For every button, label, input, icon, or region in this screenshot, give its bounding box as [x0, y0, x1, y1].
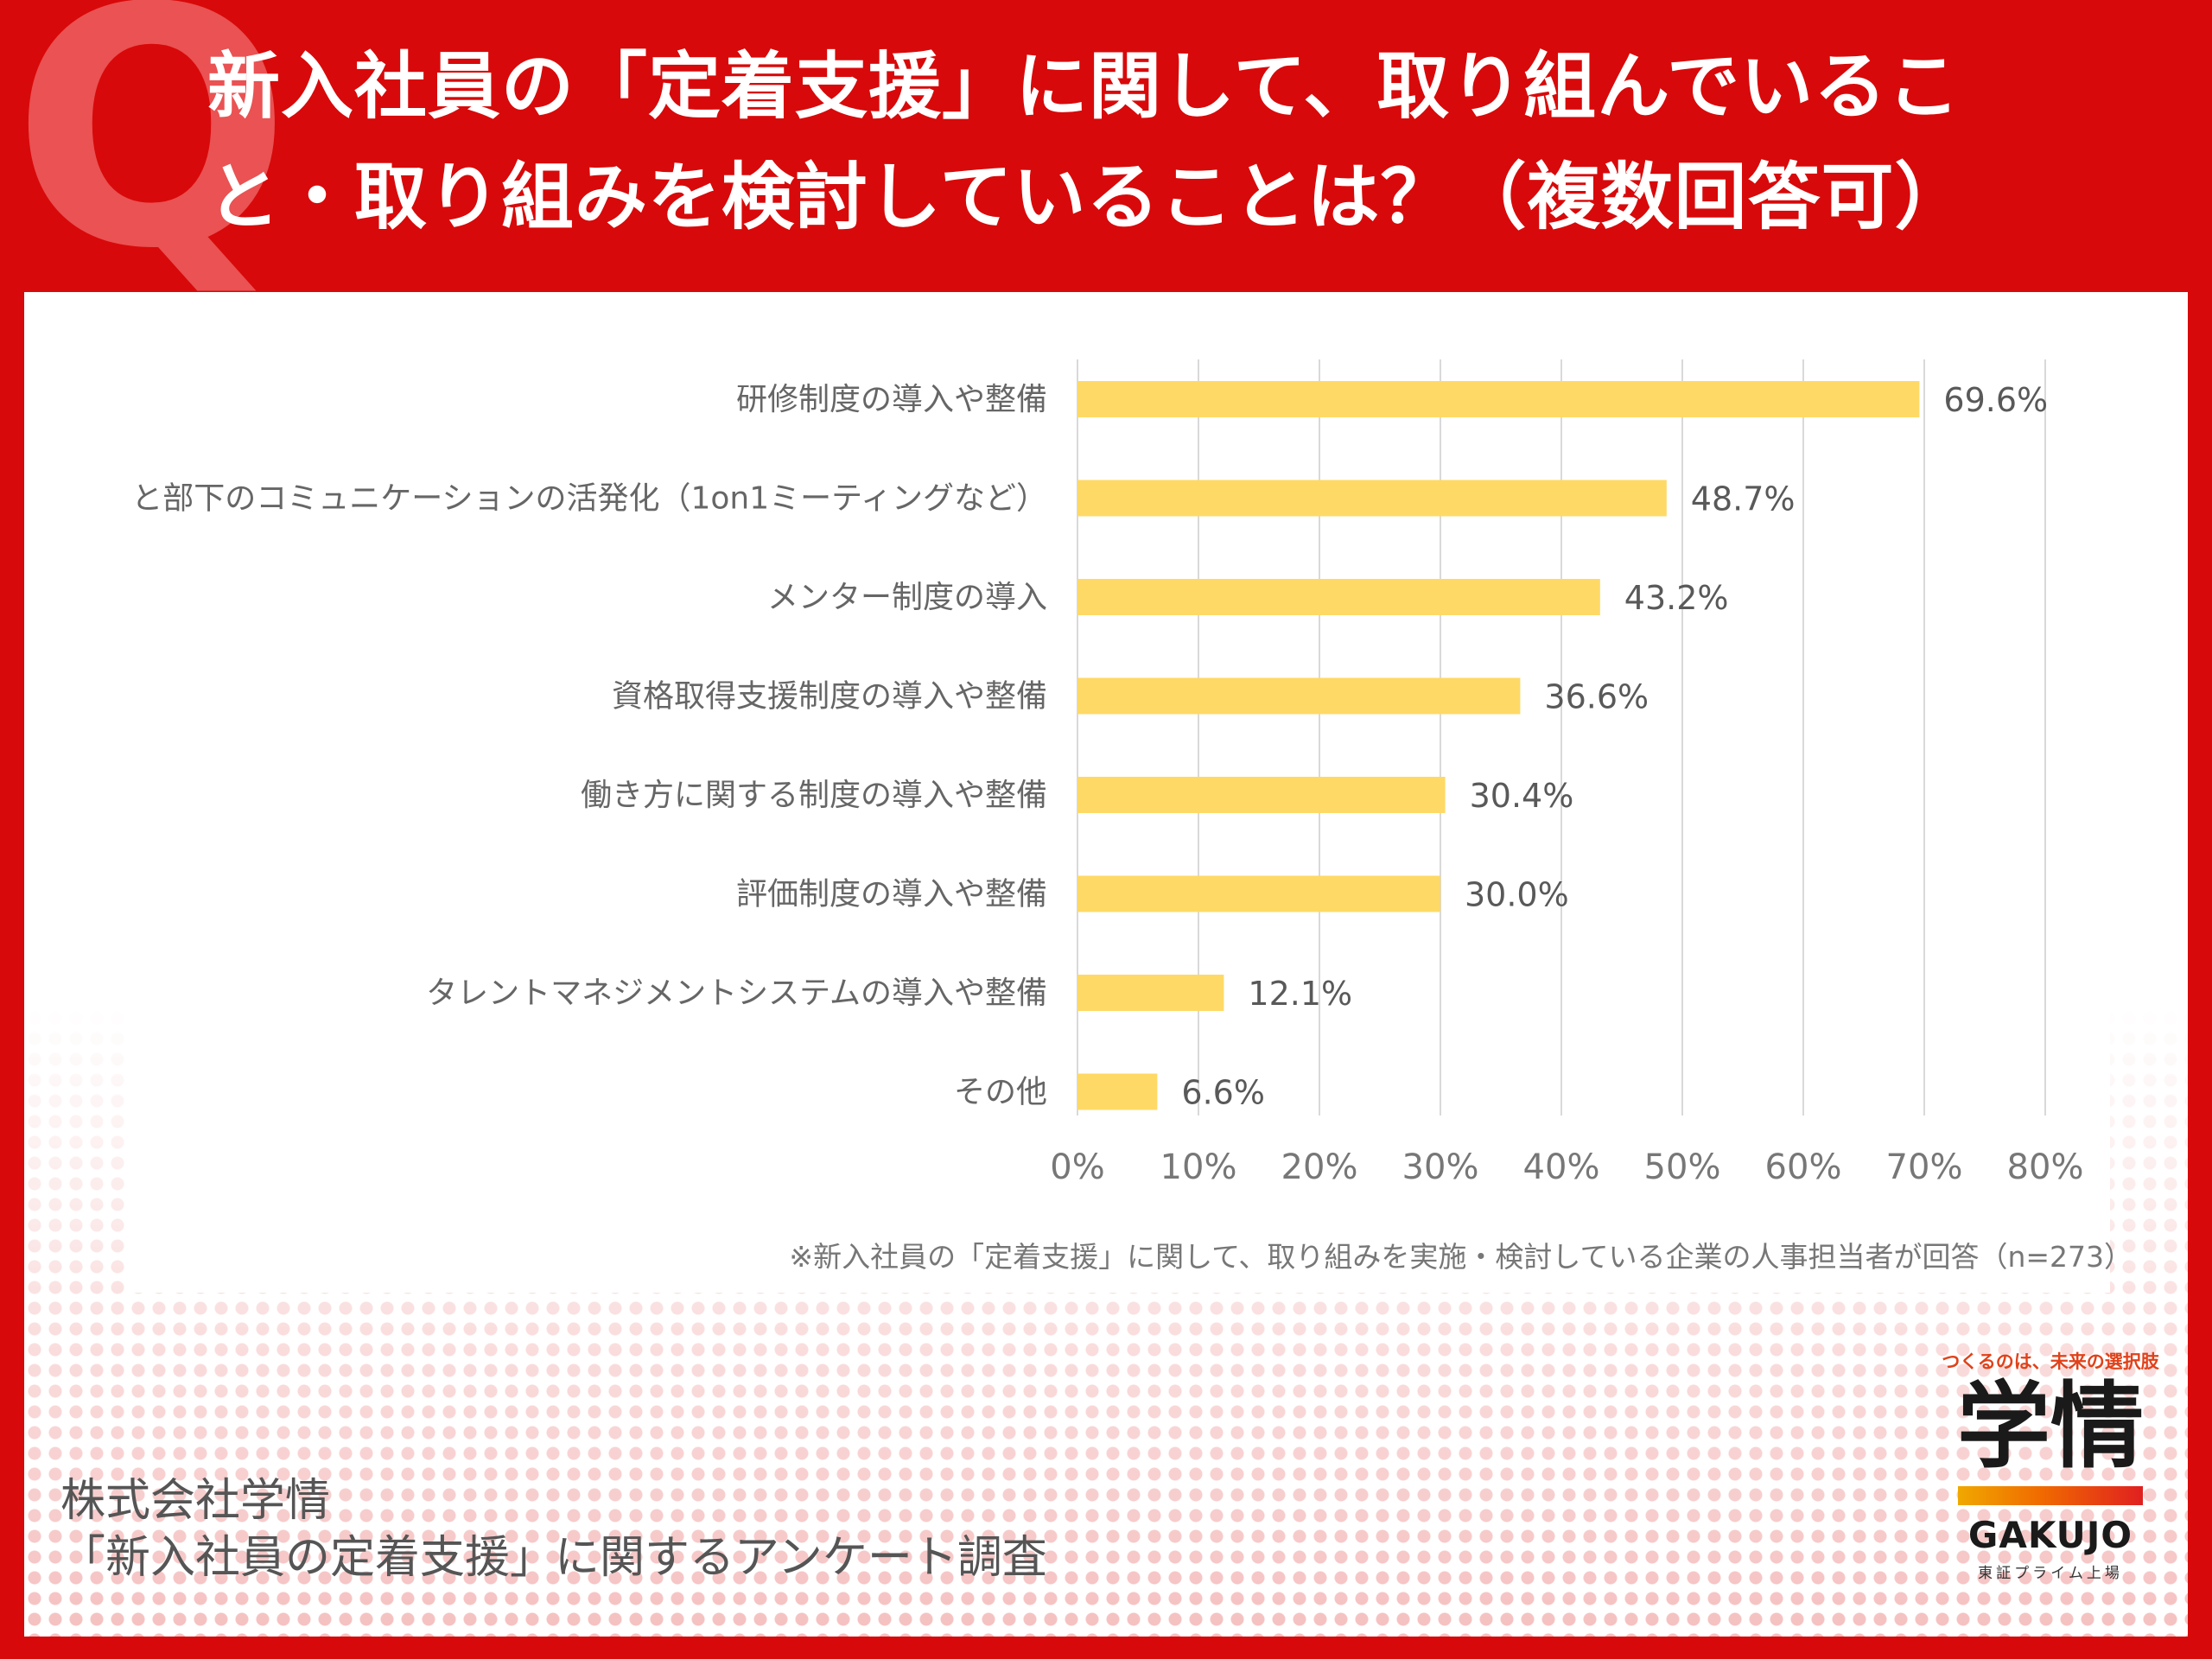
category-label: タレントマネジメントシステムの導入や整備	[426, 976, 1047, 1011]
x-tick-label: 10%	[1160, 1147, 1237, 1187]
content-panel: 0% 10% 20% 30% 40% 50% 60% 70% 80% 研修制度の導入や整備 69.6…	[24, 292, 2188, 1637]
x-tick-label: 50%	[1644, 1147, 1721, 1187]
bar	[1077, 381, 1920, 417]
x-tick-label: 80%	[2007, 1147, 2084, 1187]
bar	[1077, 1073, 1158, 1110]
category-label: 働き方に関する制度の導入や整備	[581, 778, 1047, 813]
bar	[1077, 480, 1667, 517]
bar	[1077, 677, 1521, 715]
x-tick-label: 70%	[1886, 1147, 1963, 1187]
logo-gradient-bar	[1958, 1486, 2143, 1505]
category-label: その他	[954, 1075, 1047, 1110]
x-tick-label: 60%	[1765, 1147, 1842, 1187]
survey-note: ※新入社員の「定着支援」に関して、取り組みを実施・検討している企業の人事担当者が…	[789, 1240, 2133, 1274]
bar	[1077, 875, 1440, 912]
category-label: 評価制度の導入や整備	[736, 877, 1047, 912]
bar	[1077, 579, 1600, 615]
bar	[1077, 975, 1224, 1011]
value-label: 30.0%	[1465, 876, 1569, 914]
value-label: 6.6%	[1181, 1074, 1265, 1112]
bar	[1077, 777, 1446, 813]
title-line-2: と・取り組みを検討していることは？（複数回答可）	[207, 155, 1968, 239]
x-tick-label: 0%	[1050, 1147, 1104, 1187]
chart-svg: 0% 10% 20% 30% 40% 50% 60% 70% 80% 研修制度の導入や整備 69.6…	[131, 359, 2084, 1187]
company-name: 株式会社学情	[60, 1475, 331, 1527]
q-badge-icon: Q	[12, 0, 292, 321]
logo-tagline: つくるのは、未来の選択肢	[1942, 1351, 2159, 1372]
title-line-1: 新入社員の「定着支援」に関して、取り組んでいるこ	[207, 44, 1961, 129]
category-label: 研修制度の導入や整備	[736, 382, 1047, 417]
value-label: 69.6%	[1943, 381, 2048, 419]
gakujo-logo: つくるのは、未来の選択肢 学情 GAKUJO 東証プライム上場	[1925, 1348, 2176, 1616]
company-caption: 株式会社学情 「新入社員の定着支援」に関するアンケート調査	[60, 1472, 1047, 1586]
logo-name: GAKUJO	[1967, 1514, 2133, 1556]
category-label: メンター制度の導入	[767, 580, 1047, 615]
value-label: 48.7%	[1691, 480, 1796, 518]
page-title: 新入社員の「定着支援」に関して、取り組んでいるこ と・取り組みを検討していること…	[207, 31, 2195, 252]
x-tick-label: 20%	[1281, 1147, 1358, 1187]
value-label: 30.4%	[1470, 777, 1574, 815]
value-label: 12.1%	[1248, 975, 1352, 1013]
x-tick-label: 30%	[1402, 1147, 1479, 1187]
category-label: 資格取得支援制度の導入や整備	[612, 679, 1047, 715]
category-label: 上司と部下のコミュニケーションの活発化（1on1ミーティングなど）	[131, 481, 1047, 517]
logo-kanji: 学情	[1956, 1373, 2144, 1481]
bar-chart: 0% 10% 20% 30% 40% 50% 60% 70% 80% 研修制度の導入や整備 69.6…	[131, 359, 2110, 1293]
value-label: 36.6%	[1544, 678, 1649, 716]
survey-name: 「新入社員の定着支援」に関するアンケート調査	[60, 1532, 1047, 1584]
logo-subtitle: 東証プライム上場	[1978, 1565, 2123, 1582]
value-label: 43.2%	[1624, 579, 1729, 617]
x-tick-label: 40%	[1523, 1147, 1600, 1187]
